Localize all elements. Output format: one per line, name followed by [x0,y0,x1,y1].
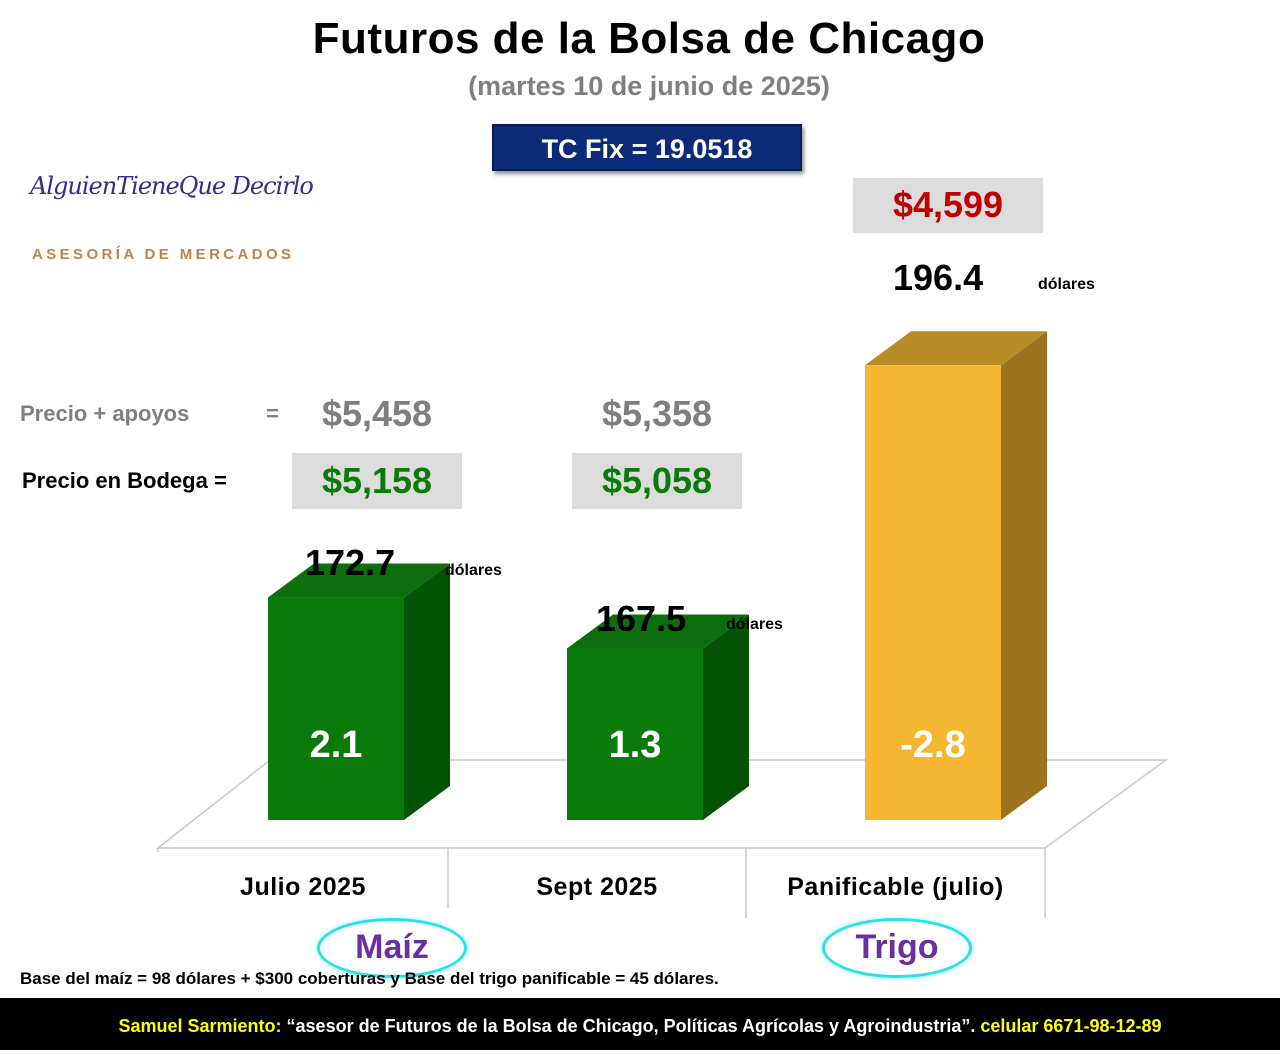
bar-front-sept [567,648,703,820]
bar-change-label-julio: 2.1 [309,724,363,766]
category-label-julio: Julio 2025 [240,873,366,901]
precio-apoyos-label: Precio + apoyos [20,401,190,426]
bar-change-label-trigo: -2.8 [900,724,966,766]
futures-chart [155,331,1169,918]
julio-bodega-box [292,453,462,509]
bar-sept [567,614,749,820]
bar-top-julio [268,563,450,598]
sept-precio-apoyos: $5,358 [601,393,713,434]
trigo-precio: $4,599 [892,184,1004,225]
bar-top-sept [567,614,749,649]
bar-front-julio [268,597,404,820]
sept-bodega-box [572,453,742,509]
bar-side-sept [703,614,749,820]
bar-julio [268,563,450,820]
page-title: Futuros de la Bolsa de Chicago [312,14,986,63]
footer-bar: Samuel Sarmiento: “asesor de Futuros de … [0,998,1280,1050]
footer-name: Samuel Sarmiento: [118,1016,282,1036]
footer-phone: celular 6671-98-12-89 [980,1016,1162,1036]
unit-label-trigo: dólares [1038,276,1095,293]
logo-script-text: AlguienTieneQue Decirlo [30,172,314,200]
logo-subtitle: ASESORÍA DE MERCADOS [32,246,295,263]
unit-label-julio: dólares [445,562,502,579]
bar-trigo [865,331,1047,820]
trigo-price-box [853,178,1043,233]
bar-top-trigo [865,331,1047,366]
unit-label-sept: dólares [726,616,783,633]
bar-change-label-sept: 1.3 [608,724,662,766]
sept-precio-bodega: $5,058 [601,460,713,501]
base-note: Base del maíz = 98 dólares + $300 cobert… [20,969,719,988]
group-label-trigo: Trigo [822,918,972,978]
bars-group [268,331,1047,820]
precio-apoyos-equals: = [266,401,279,426]
julio-precio-bodega: $5,158 [321,460,433,501]
category-label-sept: Sept 2025 [536,873,658,901]
bar-front-trigo [865,365,1001,820]
bar-value-label-julio: 172.7 [305,542,396,583]
tc-fix-badge: TC Fix = 19.0518 [492,124,802,171]
bar-side-julio [404,563,450,820]
julio-precio-apoyos: $5,458 [321,393,433,434]
precio-bodega-label: Precio en Bodega = [22,468,227,493]
group-label-maiz: Maíz [317,918,467,978]
page-subtitle: (martes 10 de junio de 2025) [468,71,830,101]
bar-value-label-sept: 167.5 [596,598,687,639]
category-label-trigo: Panificable (julio) [787,873,1004,901]
bar-value-label-trigo: 196.4 [893,257,984,298]
bar-side-trigo [1001,331,1047,820]
footer-quote: “asesor de Futuros de la Bolsa de Chicag… [281,1016,981,1036]
